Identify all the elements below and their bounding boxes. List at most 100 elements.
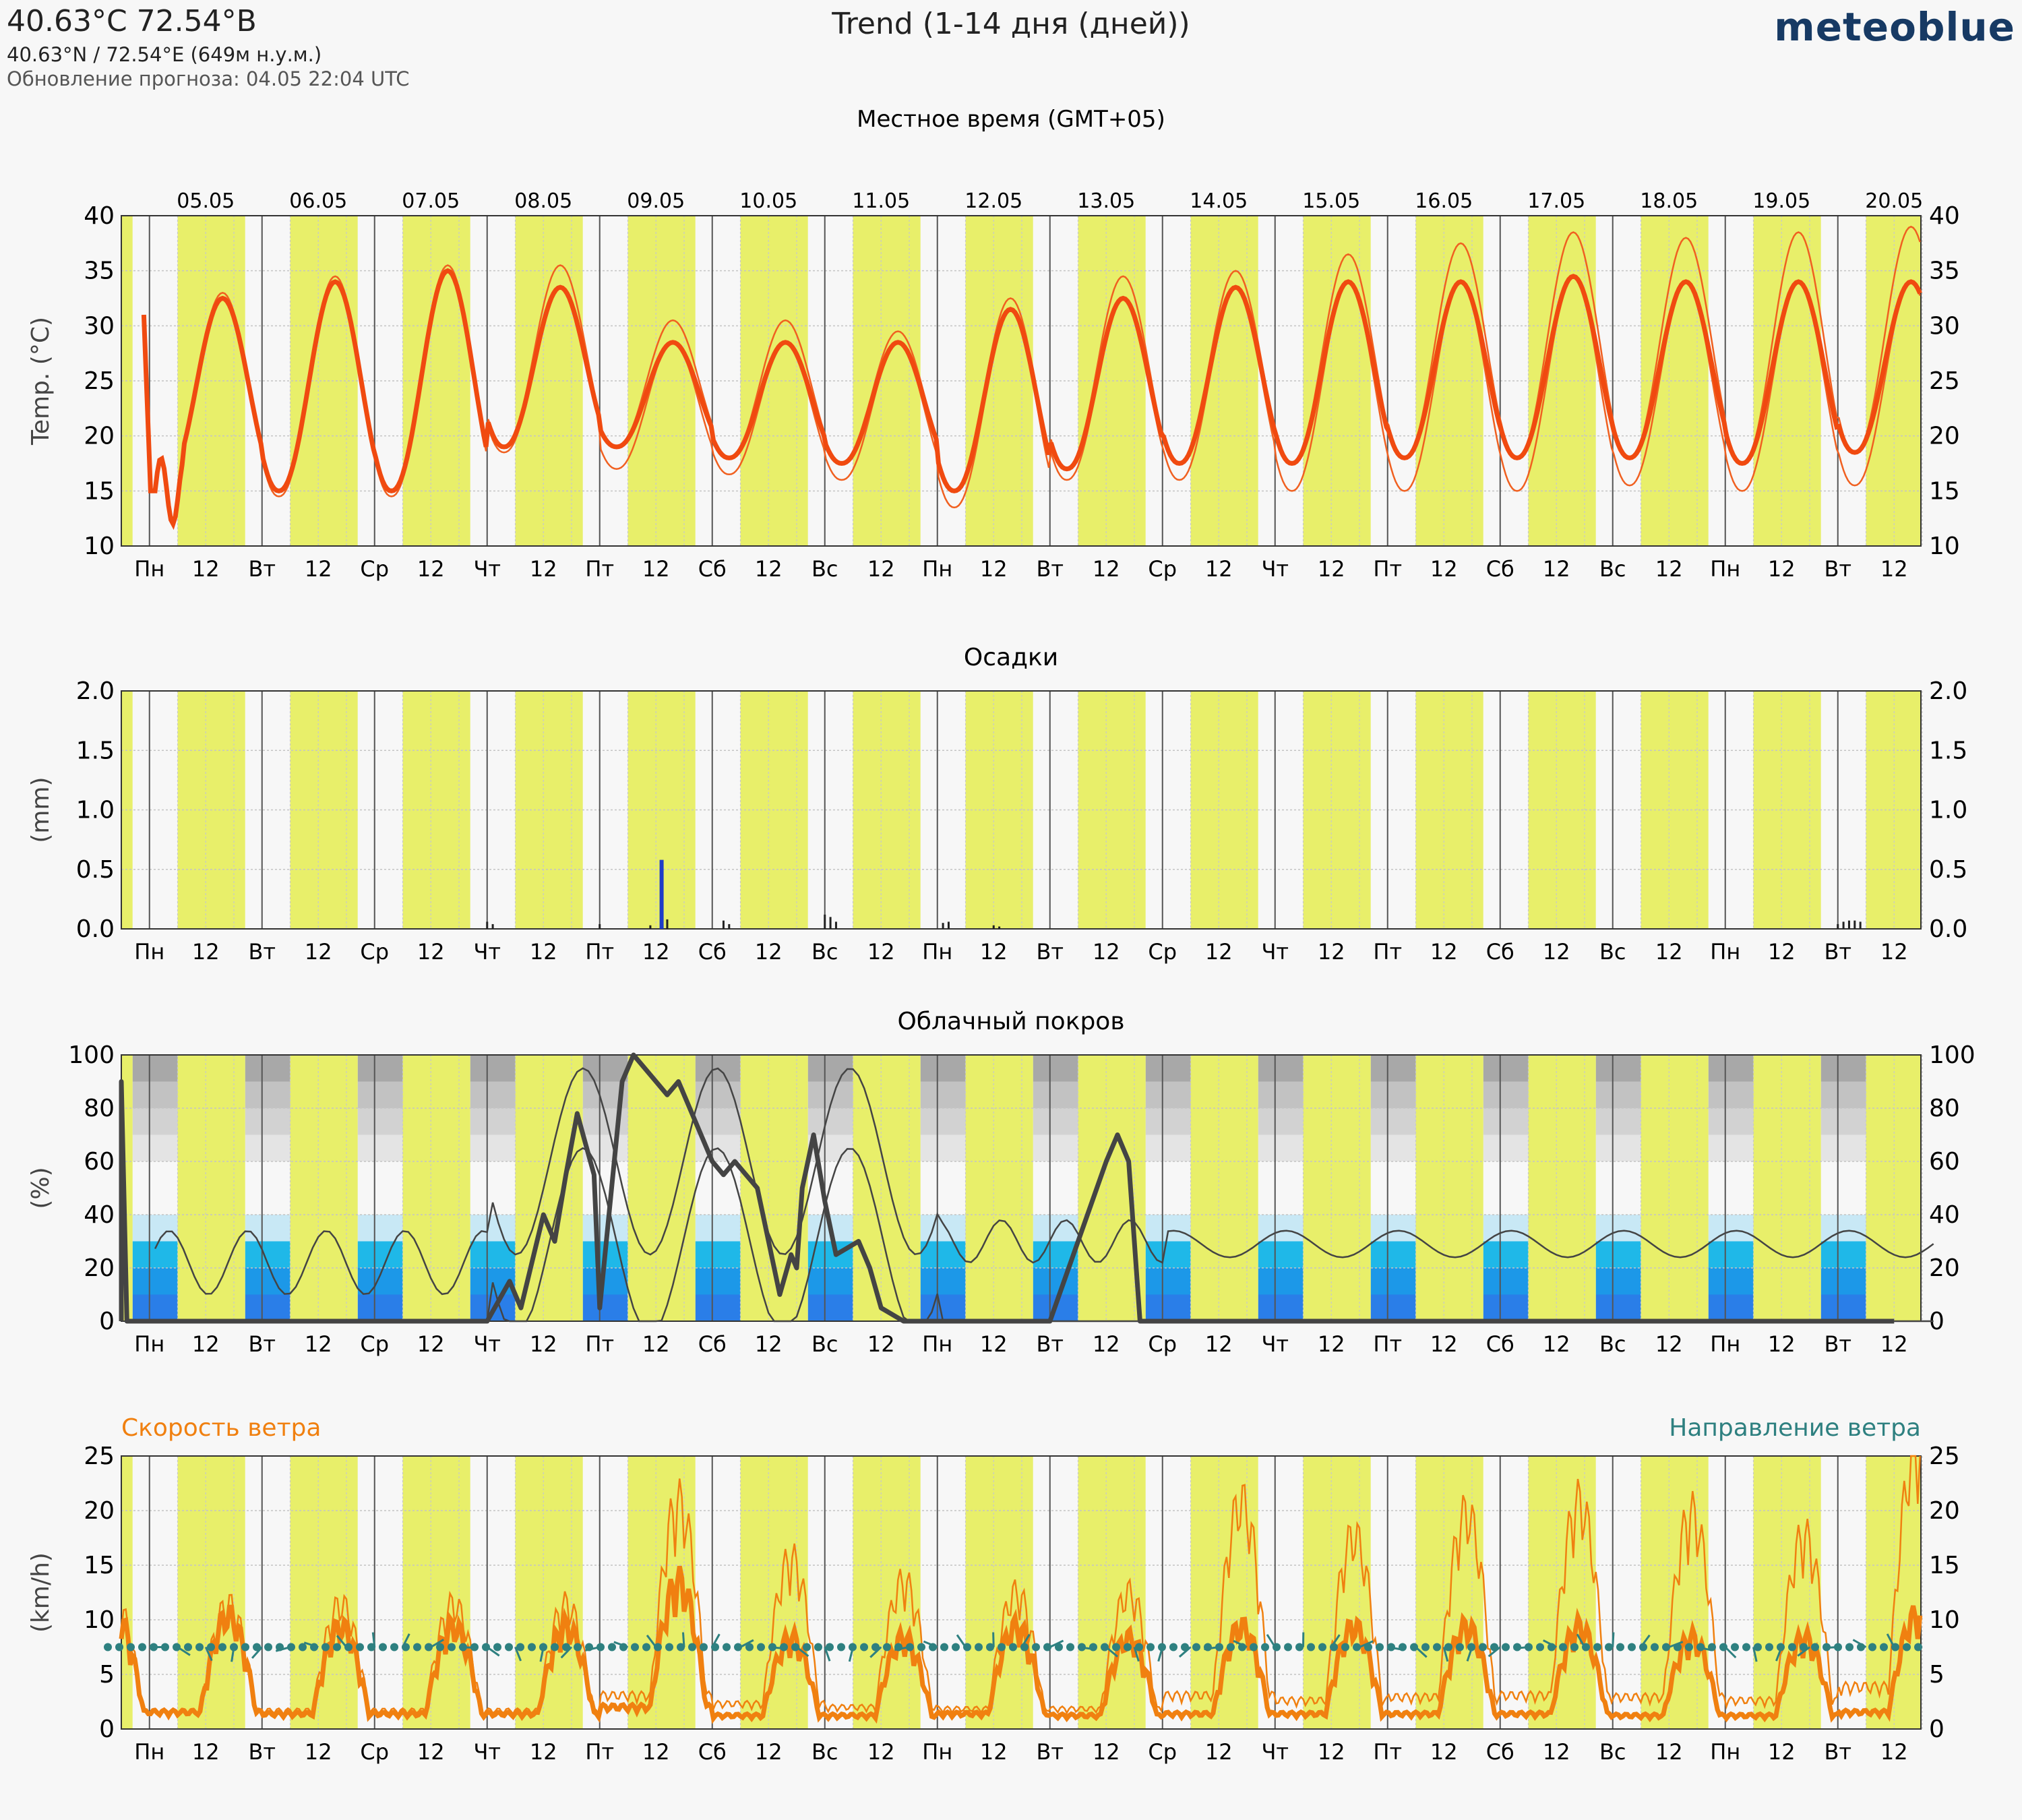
weekday-label: Пн [922, 556, 952, 582]
wind-direction-marker [1135, 1643, 1143, 1651]
y-tick-label-right: 15 [1929, 477, 1960, 505]
y-tick-label-left: 35 [84, 257, 115, 285]
wind-direction-marker [654, 1643, 662, 1651]
date-label: 08.05 [514, 189, 572, 213]
wind-direction-marker [1444, 1643, 1452, 1651]
high-cloud-band [245, 1055, 290, 1082]
daylight-band [1528, 1055, 1596, 1321]
wind-direction-marker [1788, 1643, 1796, 1651]
wind-direction-marker [1719, 1643, 1727, 1651]
low-cloud-band [1820, 1268, 1866, 1295]
wind-direction-arrow [1543, 1639, 1557, 1648]
wind-direction-marker [344, 1643, 353, 1651]
wind-direction-marker [1089, 1643, 1097, 1651]
high-cloud-band [1595, 1055, 1641, 1082]
high-cloud-band [920, 1081, 966, 1108]
high-cloud-band [1033, 1108, 1078, 1135]
weekday-label: Сб [698, 1331, 727, 1357]
weekday-label: Чт [1261, 1331, 1289, 1357]
weekday-label: Вс [811, 556, 838, 582]
high-cloud-band [357, 1134, 403, 1161]
weekday-label: Пн [922, 1331, 952, 1357]
weekday-label: Вт [1036, 939, 1064, 965]
wind-direction-marker [1651, 1643, 1659, 1651]
y-tick-label-right: 30 [1929, 312, 1960, 340]
precipitation-bar [666, 919, 669, 929]
noon-label: 12 [1543, 556, 1570, 582]
y-tick-label-right: 0.5 [1929, 856, 1967, 884]
high-cloud-band [807, 1108, 853, 1135]
noon-label: 12 [1880, 556, 1908, 582]
weekday-label: Вт [1036, 1331, 1064, 1357]
wind-direction-marker [1845, 1643, 1854, 1651]
wind-direction-arrow [1466, 1647, 1473, 1662]
high-cloud-band [1483, 1081, 1529, 1108]
weekday-label: Вс [811, 1739, 838, 1765]
noon-label: 12 [1093, 1739, 1120, 1765]
daylight-band [1641, 1456, 1709, 1729]
low-cloud-band [695, 1268, 741, 1295]
wind-direction-marker [791, 1643, 799, 1651]
temperature-mean-line [141, 268, 1922, 530]
wind-direction-marker [218, 1643, 226, 1651]
high-cloud-band [245, 1081, 290, 1108]
forecast-update-time: Обновление прогноза: 04.05 22:04 UTC [7, 67, 410, 90]
low-cloud-band [1708, 1294, 1754, 1321]
noon-label: 12 [1430, 939, 1458, 965]
daylight-band [853, 1055, 921, 1321]
weekday-label: Сб [1486, 1739, 1514, 1765]
wind-direction-arrow [1105, 1646, 1119, 1658]
weekday-label: Пт [585, 1739, 614, 1765]
noon-label: 12 [980, 1331, 1008, 1357]
y-tick-label-left: 0.0 [76, 915, 115, 943]
weekday-label: Ср [1148, 1739, 1177, 1765]
weekday-label: Вс [1599, 939, 1626, 965]
y-tick-label-right: 20 [1929, 423, 1960, 450]
noon-label: 12 [1768, 1739, 1796, 1765]
y-tick-label-right: 60 [1929, 1148, 1960, 1176]
date-label: 05.05 [177, 189, 235, 213]
y-tick-label-left: 30 [84, 312, 115, 340]
noon-label: 12 [867, 939, 895, 965]
y-tick-label-left: 1.5 [76, 737, 115, 764]
wind-direction-marker [1307, 1643, 1315, 1651]
low-cloud-band [1033, 1268, 1078, 1295]
panel-2: 0.0 0.0 0.5 0.5 1.0 1.0 1.5 1.5 2.0 2.0 (mm) Пн 12 Вт… [27, 644, 1967, 965]
date-label: 16.05 [1415, 189, 1473, 213]
high-cloud-band [1708, 1055, 1754, 1082]
wind-direction-marker [448, 1643, 456, 1651]
low-cloud-band [1708, 1268, 1754, 1295]
daylight-band [1078, 1055, 1146, 1321]
noon-label: 12 [980, 556, 1008, 582]
wind-direction-marker [1605, 1643, 1613, 1651]
wind-direction-marker [757, 1643, 765, 1651]
wind-direction-arrow [560, 1646, 573, 1659]
wind-direction-marker [1032, 1643, 1040, 1651]
wind-direction-arrow [1612, 1632, 1615, 1647]
high-cloud-band [1708, 1081, 1754, 1108]
low-cloud-band [1595, 1294, 1641, 1321]
wind-direction-marker [1525, 1643, 1533, 1651]
daylight-band [290, 1456, 358, 1729]
meteoblue-logo[interactable]: meteoblue [1774, 4, 2015, 50]
location-title: 40.63°C 72.54°B [7, 4, 257, 38]
daylight-band [1528, 1456, 1596, 1729]
low-cloud-band [357, 1215, 403, 1242]
low-cloud-band [920, 1268, 966, 1295]
low-cloud-band [807, 1241, 853, 1268]
wind-direction-marker [1376, 1643, 1384, 1651]
wind-direction-arrow [1442, 1647, 1449, 1662]
wind-direction-marker [1215, 1643, 1223, 1651]
noon-label: 12 [642, 556, 670, 582]
wind-speed-mean-line [119, 1565, 1923, 1724]
wind-direction-arrow [584, 1646, 601, 1651]
weekday-label: Пт [585, 556, 614, 582]
low-cloud-band [807, 1268, 853, 1295]
low-cloud-band [1033, 1215, 1078, 1242]
noon-label: 12 [192, 556, 220, 582]
weekday-label: Пн [1710, 556, 1740, 582]
weekday-label: Пн [1710, 939, 1740, 965]
wind-direction-marker [723, 1643, 731, 1651]
wind-direction-marker [1616, 1643, 1624, 1651]
